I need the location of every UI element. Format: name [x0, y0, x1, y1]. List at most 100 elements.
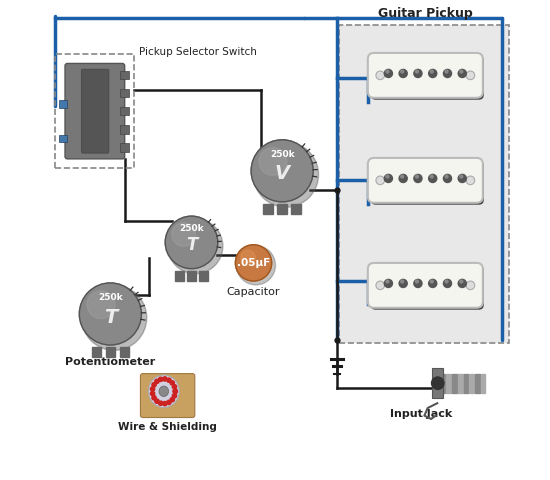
- Circle shape: [386, 70, 389, 73]
- Bar: [120, 107, 129, 116]
- Circle shape: [384, 174, 393, 182]
- Text: 250k: 250k: [270, 150, 294, 159]
- Bar: [475, 373, 480, 393]
- Bar: [120, 89, 129, 97]
- Circle shape: [376, 71, 384, 80]
- Circle shape: [458, 70, 466, 77]
- Bar: [292, 204, 301, 214]
- Text: Wire & Shielding: Wire & Shielding: [118, 422, 217, 432]
- Bar: [56, 54, 134, 168]
- Circle shape: [170, 381, 174, 385]
- Text: 250k: 250k: [98, 293, 123, 302]
- Circle shape: [445, 175, 448, 178]
- Circle shape: [443, 70, 452, 77]
- Circle shape: [416, 70, 419, 73]
- Circle shape: [170, 397, 174, 402]
- Circle shape: [384, 279, 393, 288]
- Circle shape: [87, 291, 115, 319]
- Circle shape: [416, 175, 419, 178]
- Circle shape: [399, 279, 407, 288]
- Text: Capacitor: Capacitor: [227, 287, 280, 297]
- Circle shape: [376, 176, 384, 185]
- Circle shape: [376, 281, 384, 289]
- Circle shape: [168, 219, 223, 274]
- Circle shape: [414, 174, 422, 182]
- Circle shape: [428, 279, 437, 288]
- Ellipse shape: [159, 386, 169, 396]
- Bar: [263, 204, 273, 214]
- Circle shape: [466, 281, 475, 289]
- Circle shape: [79, 283, 141, 345]
- Circle shape: [259, 147, 287, 176]
- Circle shape: [401, 70, 404, 73]
- Text: Guitar Pickup: Guitar Pickup: [378, 7, 472, 20]
- Circle shape: [251, 140, 313, 202]
- Circle shape: [81, 285, 147, 350]
- Bar: [435, 373, 439, 393]
- Bar: [119, 348, 129, 358]
- Text: T: T: [104, 308, 117, 326]
- FancyBboxPatch shape: [371, 266, 484, 310]
- Bar: [469, 373, 474, 393]
- Circle shape: [399, 174, 407, 182]
- Circle shape: [152, 396, 156, 400]
- Bar: [464, 373, 468, 393]
- Circle shape: [172, 223, 195, 246]
- Circle shape: [163, 377, 167, 381]
- Circle shape: [432, 377, 444, 389]
- Circle shape: [158, 401, 163, 406]
- Circle shape: [430, 280, 433, 283]
- Circle shape: [155, 399, 159, 403]
- Circle shape: [152, 383, 156, 387]
- Circle shape: [445, 280, 448, 283]
- Bar: [120, 71, 129, 79]
- FancyBboxPatch shape: [368, 263, 483, 308]
- Circle shape: [254, 142, 318, 207]
- Circle shape: [443, 279, 452, 288]
- Text: Pickup Selector Switch: Pickup Selector Switch: [139, 48, 257, 58]
- Bar: [458, 373, 463, 393]
- Ellipse shape: [148, 375, 179, 408]
- Circle shape: [428, 174, 437, 182]
- Circle shape: [430, 70, 433, 73]
- Bar: [446, 373, 451, 393]
- Circle shape: [460, 70, 463, 73]
- Circle shape: [173, 389, 178, 394]
- FancyBboxPatch shape: [368, 158, 483, 203]
- Circle shape: [163, 401, 167, 406]
- Circle shape: [401, 280, 404, 283]
- Circle shape: [172, 394, 177, 398]
- Circle shape: [173, 389, 178, 394]
- FancyBboxPatch shape: [140, 373, 195, 418]
- Circle shape: [414, 279, 422, 288]
- Bar: [277, 204, 287, 214]
- Circle shape: [458, 174, 466, 182]
- Circle shape: [150, 387, 155, 391]
- Circle shape: [158, 377, 163, 382]
- Circle shape: [167, 378, 171, 382]
- Circle shape: [386, 280, 389, 283]
- Circle shape: [445, 70, 448, 73]
- Circle shape: [466, 71, 475, 80]
- Circle shape: [399, 70, 407, 77]
- FancyBboxPatch shape: [65, 63, 125, 159]
- Circle shape: [460, 175, 463, 178]
- Bar: [432, 368, 443, 398]
- FancyBboxPatch shape: [371, 161, 484, 204]
- Bar: [441, 373, 446, 393]
- Bar: [59, 100, 68, 108]
- Circle shape: [235, 245, 272, 281]
- Bar: [106, 348, 115, 358]
- Circle shape: [416, 280, 419, 283]
- Circle shape: [150, 391, 155, 396]
- FancyBboxPatch shape: [371, 56, 484, 100]
- Bar: [59, 134, 68, 142]
- Text: 250k: 250k: [179, 224, 204, 233]
- Circle shape: [236, 246, 276, 285]
- Bar: [120, 125, 129, 133]
- Circle shape: [430, 175, 433, 178]
- Circle shape: [155, 379, 159, 384]
- Circle shape: [414, 70, 422, 77]
- Circle shape: [443, 174, 452, 182]
- Circle shape: [466, 176, 475, 185]
